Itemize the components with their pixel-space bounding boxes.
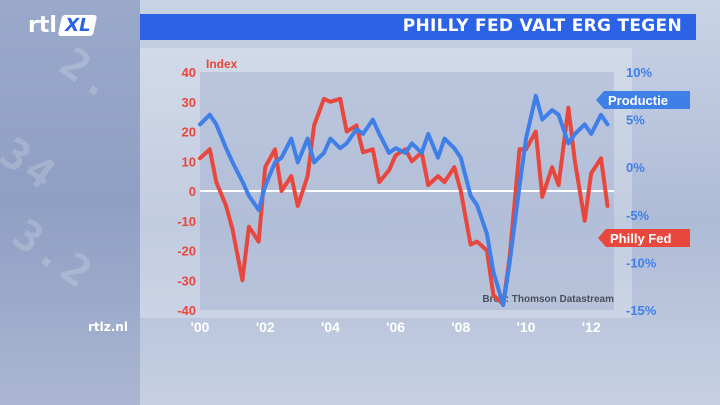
x-tick-label: '06 [386,319,405,335]
title-bar: PHILLY FED VALT ERG TEGEN [140,14,696,40]
label-philly-fed-text: Philly Fed [610,231,671,246]
channel-logo: rtl XL [28,10,98,40]
x-tick-label: '10 [517,319,536,335]
label-productie-text: Productie [608,93,668,108]
x-tick-label: '04 [321,319,340,335]
logo-text: rtl [28,12,57,38]
y-axis-title: Index [206,57,238,71]
x-tick-label: '00 [191,319,210,335]
label-productie-bg [596,91,690,109]
y-left-tick-label: 20 [182,125,196,140]
chart-panel [140,48,632,318]
y-left-tick-label: 30 [182,95,196,110]
y-left-tick-label: -40 [177,303,196,318]
y-right-tick-label: 0% [626,160,645,175]
left-panel: 2. 34 3.2 [0,0,140,405]
y-left-tick-label: -20 [177,244,196,259]
x-tick-label: '08 [451,319,470,335]
site-url: rtlz.nl [88,320,128,334]
y-left-tick-label: -30 [177,273,196,288]
y-right-tick-label: 5% [626,113,645,128]
source-note: Bron: Thomson Datastream [482,294,614,305]
y-left-tick-label: 10 [182,154,196,169]
x-tick-label: '12 [582,319,601,335]
y-left-tick-label: -10 [177,214,196,229]
x-tick-label: '02 [256,319,275,335]
label-productie: Productie [596,91,690,109]
page-title: PHILLY FED VALT ERG TEGEN [402,16,682,36]
series-line-philly-fed [198,96,610,307]
y-left-tick-label: 40 [182,65,196,80]
y-right-tick-label: -15% [626,303,657,318]
label-philly-fed-bg [598,229,690,247]
y-left-tick-label: 0 [189,184,196,199]
y-right-tick-label: -5% [626,208,650,223]
label-philly-fed: Philly Fed [598,229,690,247]
series-line-productie [198,93,610,308]
y-right-tick-label: 10% [626,65,652,80]
y-right-tick-label: -10% [626,255,657,270]
